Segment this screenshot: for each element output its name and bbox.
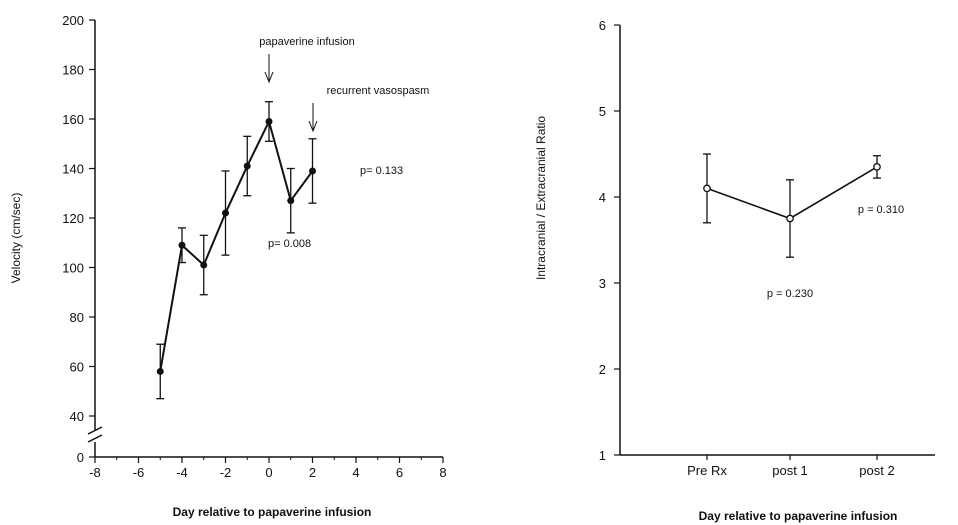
left-y-tick-label: 140 bbox=[62, 162, 84, 177]
velocity-data-point bbox=[156, 367, 164, 375]
right-y-tick-label: 2 bbox=[599, 362, 606, 377]
left-x-tick-label: -6 bbox=[133, 465, 145, 480]
velocity-data-point bbox=[309, 167, 316, 175]
left-y-axis-title: Velocity (cm/sec) bbox=[9, 193, 23, 284]
right-y-tick-label: 3 bbox=[599, 276, 606, 291]
left-x-tick-label: -8 bbox=[89, 465, 101, 480]
velocity-data-point bbox=[265, 117, 273, 125]
annotation-p-0-230: p = 0.230 bbox=[767, 288, 813, 300]
velocity-data-point bbox=[287, 197, 295, 205]
ratio-series-line bbox=[706, 166, 878, 220]
right-x-tick-label: Pre Rx bbox=[687, 463, 727, 478]
left-x-ticks: -8 -6 -4 -2 0 2 4 6 8 bbox=[89, 457, 447, 480]
left-x-tick-label: 0 bbox=[265, 465, 272, 480]
left-y-tick-label: 40 bbox=[70, 409, 84, 424]
left-y-tick-label: 200 bbox=[62, 13, 84, 28]
right-y-tick-label: 5 bbox=[599, 104, 606, 119]
arrow-recurrent-vasospasm bbox=[308, 103, 318, 133]
left-y-tick-label: 60 bbox=[70, 360, 84, 375]
left-y-tick-label: 0 bbox=[77, 450, 84, 465]
right-series bbox=[703, 153, 881, 258]
right-y-tick-label: 4 bbox=[599, 190, 606, 205]
right-x-ticks: Pre Rx post 1 post 2 bbox=[687, 455, 895, 478]
left-y-ticks: 0 40 60 80 100 120 140 160 180 200 bbox=[62, 13, 95, 465]
annotation-papaverine-infusion: papaverine infusion bbox=[259, 36, 354, 48]
left-x-tick-label: 4 bbox=[352, 465, 359, 480]
left-x-axis-title: Day relative to papaverine infusion bbox=[173, 505, 372, 519]
arrow-papaverine-infusion bbox=[264, 54, 274, 84]
annotation-p-0-133: p= 0.133 bbox=[360, 165, 403, 177]
annotation-p-0-008: p= 0.008 bbox=[268, 238, 311, 250]
ratio-data-point bbox=[873, 163, 881, 171]
left-axis-break-mark-2 bbox=[87, 434, 103, 443]
left-y-tick-label: 120 bbox=[62, 211, 84, 226]
left-x-tick-label: -4 bbox=[176, 465, 188, 480]
right-y-ticks: 1 2 3 4 5 6 bbox=[599, 18, 620, 463]
right-x-tick-label: post 1 bbox=[772, 463, 807, 478]
velocity-data-point bbox=[243, 162, 251, 170]
ratio-chart: 1 2 3 4 5 6 Pre Rx post 1 post 2 Intracranial /… bbox=[534, 18, 935, 523]
annotation-p-0-310: p = 0.310 bbox=[858, 204, 904, 216]
left-x-tick-label: 8 bbox=[439, 465, 446, 480]
left-series bbox=[156, 101, 317, 400]
right-y-axis-title: Intracranial / Extracranial Ratio bbox=[534, 116, 548, 280]
left-y-tick-label: 180 bbox=[62, 63, 84, 78]
velocity-data-point bbox=[178, 241, 186, 249]
left-x-tick-label: 6 bbox=[396, 465, 403, 480]
right-y-tick-label: 6 bbox=[599, 18, 606, 33]
right-y-tick-label: 1 bbox=[599, 448, 606, 463]
velocity-data-point bbox=[222, 209, 229, 217]
ratio-data-point bbox=[786, 214, 794, 223]
left-y-tick-label: 80 bbox=[70, 310, 84, 325]
left-y-tick-label: 100 bbox=[62, 261, 84, 276]
left-y-tick-label: 160 bbox=[62, 112, 84, 127]
left-axis-break-mark-1 bbox=[87, 426, 103, 435]
ratio-data-point bbox=[703, 184, 711, 193]
left-x-tick-label: 2 bbox=[309, 465, 316, 480]
left-x-tick-label: -2 bbox=[220, 465, 232, 480]
right-x-tick-label: post 2 bbox=[859, 463, 894, 478]
velocity-series-line bbox=[159, 118, 314, 372]
annotation-recurrent-vasospasm: recurrent vasospasm bbox=[327, 85, 430, 97]
right-x-axis-title: Day relative to papaverine infusion bbox=[699, 509, 898, 523]
velocity-data-point bbox=[200, 261, 208, 269]
